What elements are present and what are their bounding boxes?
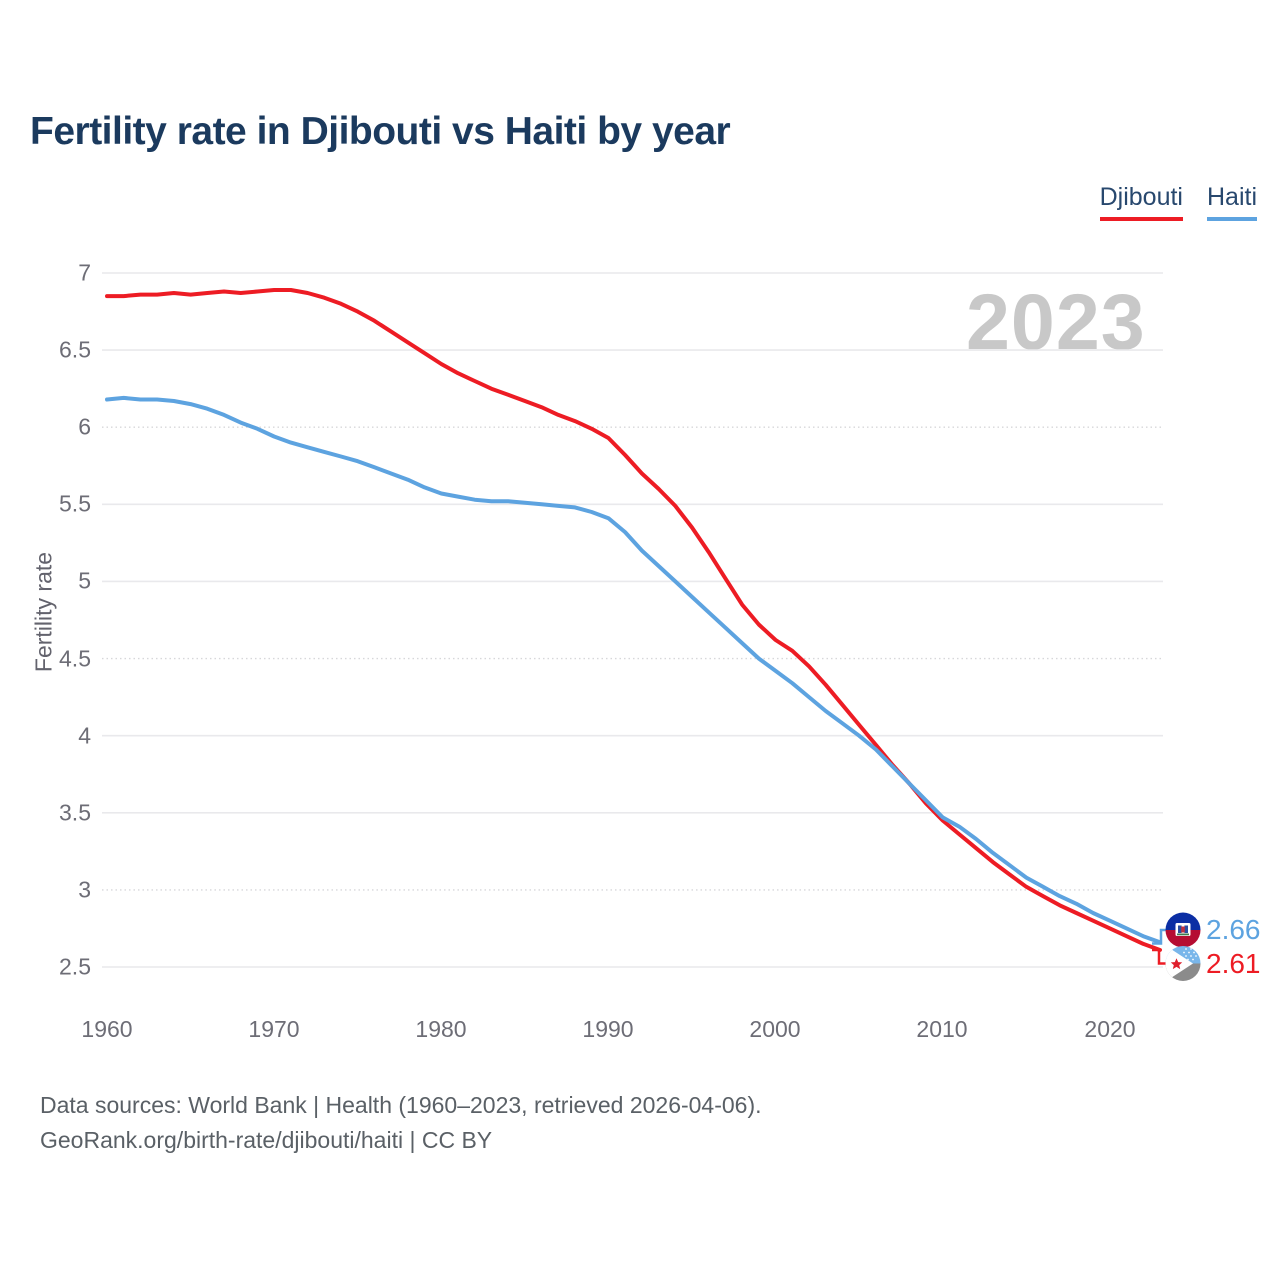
y-tick-7: 7 (78, 259, 91, 286)
djibouti-leader-line (1152, 948, 1166, 965)
legend-item-haiti[interactable]: Haiti (1206, 183, 1257, 221)
x-tick-2000: 2000 (749, 1016, 801, 1042)
x-tick-2020: 2020 (1084, 1016, 1136, 1042)
series-line-djibouti (105, 288, 1162, 952)
y-tick-6: 6 (78, 413, 91, 440)
y-tick-3: 3 (78, 876, 91, 903)
y-tick-6-5: 6.5 (59, 336, 91, 363)
haiti-end-value: 2.66 (1206, 914, 1261, 945)
data-sources-text: Data sources: World Bank | Health (1960–… (40, 1092, 762, 1118)
y-tick-2-5: 2.5 (59, 953, 91, 980)
x-tick-1960: 1960 (81, 1016, 133, 1042)
attribution-text: GeoRank.org/birth-rate/djibouti/haiti | … (40, 1127, 493, 1153)
haiti-leader-line (1152, 928, 1166, 945)
y-tick-4-5: 4.5 (59, 645, 91, 672)
page-title: Fertility rate in Djibouti vs Haiti by y… (30, 110, 731, 153)
y-tick-3-5: 3.5 (59, 799, 91, 826)
legend-item-djibouti[interactable]: Djibouti (1099, 183, 1183, 221)
y-tick-4: 4 (78, 722, 91, 749)
x-tick-1990: 1990 (582, 1016, 634, 1042)
haiti-flag-icon (1165, 912, 1201, 948)
year-watermark: 2023 (966, 277, 1146, 366)
x-tick-2010: 2010 (916, 1016, 968, 1042)
series-line-haiti (105, 395, 1162, 945)
djibouti-end-value: 2.61 (1206, 948, 1261, 979)
y-tick-5: 5 (78, 567, 91, 594)
djibouti-flag-icon (1165, 946, 1201, 981)
y-tick-5-5: 5.5 (59, 490, 91, 517)
x-tick-1980: 1980 (415, 1016, 467, 1042)
x-tick-1970: 1970 (248, 1016, 300, 1042)
legend: Djibouti Haiti (1099, 183, 1257, 221)
series-lines (105, 288, 1162, 952)
gridlines (102, 272, 1163, 968)
